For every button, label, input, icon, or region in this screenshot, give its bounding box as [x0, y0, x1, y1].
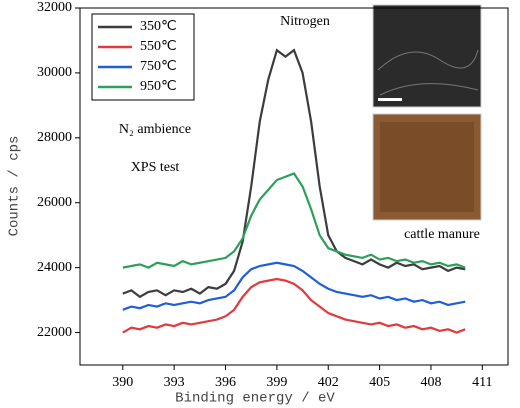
line — [122, 172, 466, 269]
x-tick-label: 393 — [164, 375, 185, 390]
manure-texture — [380, 122, 474, 212]
scale-bar — [378, 98, 402, 101]
y-tick-label: 24000 — [37, 260, 72, 275]
annotation: Nitrogen — [280, 14, 330, 29]
annotation: cattle manure — [404, 227, 480, 242]
y-axis-title: Counts / cps — [7, 136, 23, 237]
sem-texture — [377, 49, 479, 96]
legend-label: 550℃ — [140, 39, 177, 54]
y-tick-label: 30000 — [37, 65, 72, 80]
x-tick-label: 402 — [318, 375, 339, 390]
y-tick-label: 22000 — [37, 325, 72, 340]
x-tick-label: 399 — [266, 375, 287, 390]
legend-box — [91, 13, 195, 101]
sem-image — [372, 4, 482, 108]
line — [122, 48, 466, 299]
y-tick-label: 26000 — [37, 195, 72, 210]
x-tick-label: 408 — [420, 375, 441, 390]
legend-label: 350℃ — [140, 19, 177, 34]
annotation: XPS test — [131, 160, 180, 175]
x-tick-label: 411 — [472, 375, 492, 390]
x-tick-label: 396 — [215, 375, 236, 390]
y-tick-label: 28000 — [37, 130, 72, 145]
x-tick-label: 405 — [369, 375, 390, 390]
legend-label: 750℃ — [140, 59, 177, 74]
plot-frame — [79, 7, 509, 366]
line — [122, 277, 466, 334]
line — [122, 261, 466, 311]
y-tick-label: 32000 — [37, 0, 72, 15]
legend-label: 950℃ — [140, 79, 177, 94]
x-axis-title: Binding energy / eV — [175, 391, 335, 407]
x-tick-label: 390 — [112, 375, 133, 390]
annotation: N₂ ambience — [119, 122, 191, 137]
